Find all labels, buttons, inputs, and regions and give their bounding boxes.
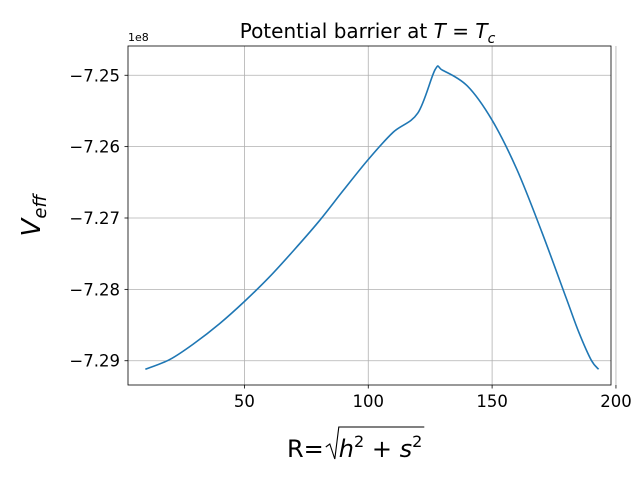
sqrt-sign [325,426,425,460]
x-tick-label: 150 [476,392,508,411]
ticks: 50 100 150 200 −7.29 −7.28 −7.27 −7.26 −7.25 [69,66,631,411]
x-tick-label: 200 [600,392,632,411]
series-line [145,65,600,371]
y-tick-label: −7.29 [69,352,120,371]
y-tick-label: −7.26 [69,138,120,157]
title-prefix: Potential barrier at [240,19,434,43]
title-tc-base: T [475,19,489,43]
x-axis-label-text: R= [287,435,324,463]
y-offset-text: 1e8 [128,31,149,44]
y-tick-label: −7.28 [69,280,120,299]
y-tick-label: −7.25 [69,66,120,85]
y-axis-label: Veff [17,193,51,237]
xlabel-prefix: R= [287,435,324,463]
xlabel-h: h [339,435,354,463]
x-tick-label: 100 [353,392,385,411]
xlabel-s-exp: 2 [412,432,422,451]
x-tick-label: 50 [234,392,255,411]
x-axis-label: R= h2 + s2 [287,426,425,463]
title-tc-sub: c [488,31,496,47]
y-tick-label: −7.27 [69,209,120,228]
title-eq: = [446,19,475,43]
series [145,65,600,371]
ylabel-base: V [17,216,47,236]
xlabel-h-exp: 2 [354,432,364,451]
grid [128,46,617,385]
xlabel-plus: + [364,435,399,463]
chart-title: Potential barrier at T = Tc [240,19,496,47]
x-axis-label-math: h2 + s2 [339,432,422,463]
ylabel-sub: eff [30,193,51,219]
xlabel-s: s [400,435,413,463]
axes-frame [127,45,612,386]
title-t: T [434,19,448,43]
